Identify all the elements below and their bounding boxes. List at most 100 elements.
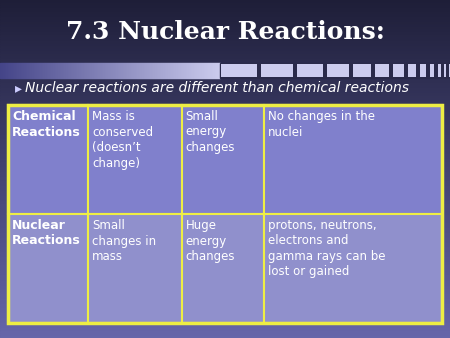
- Bar: [0, 225, 450, 226]
- Bar: [99, 63, 100, 78]
- Bar: [0, 221, 450, 223]
- Bar: [0, 269, 450, 270]
- Bar: [0, 61, 450, 63]
- Bar: [88, 63, 89, 78]
- Bar: [0, 201, 450, 203]
- Bar: [122, 63, 123, 78]
- Bar: [0, 314, 450, 316]
- Bar: [0, 181, 450, 183]
- Bar: [0, 112, 450, 113]
- Bar: [0, 321, 450, 323]
- Bar: [157, 63, 158, 78]
- Bar: [8, 214, 88, 323]
- Bar: [0, 135, 450, 137]
- Bar: [0, 277, 450, 279]
- Bar: [198, 63, 199, 78]
- Bar: [103, 63, 104, 78]
- Bar: [105, 63, 106, 78]
- Bar: [162, 63, 163, 78]
- Bar: [0, 147, 450, 149]
- Bar: [25, 63, 26, 78]
- Bar: [180, 63, 181, 78]
- Bar: [0, 42, 450, 44]
- Bar: [16, 63, 17, 78]
- Bar: [35, 63, 36, 78]
- Bar: [144, 63, 145, 78]
- Bar: [135, 63, 136, 78]
- Bar: [0, 15, 450, 17]
- Bar: [0, 171, 450, 172]
- Bar: [0, 303, 450, 304]
- Bar: [196, 63, 197, 78]
- Bar: [353, 64, 371, 77]
- Bar: [0, 255, 450, 257]
- Bar: [188, 63, 189, 78]
- Bar: [0, 24, 450, 25]
- Bar: [72, 63, 73, 78]
- Bar: [85, 63, 86, 78]
- Bar: [81, 63, 82, 78]
- Bar: [172, 63, 173, 78]
- Bar: [0, 279, 450, 281]
- Bar: [0, 233, 450, 235]
- Bar: [59, 63, 60, 78]
- Bar: [127, 63, 128, 78]
- Bar: [0, 83, 450, 84]
- Bar: [170, 63, 171, 78]
- Bar: [147, 63, 148, 78]
- Bar: [138, 63, 139, 78]
- Bar: [0, 226, 450, 228]
- Bar: [0, 154, 450, 155]
- Bar: [0, 79, 450, 81]
- Bar: [0, 95, 450, 96]
- Bar: [44, 63, 45, 78]
- Bar: [0, 228, 450, 230]
- Bar: [0, 90, 450, 91]
- Bar: [375, 64, 389, 77]
- Bar: [0, 294, 450, 296]
- Bar: [0, 326, 450, 328]
- Bar: [181, 63, 182, 78]
- Bar: [0, 179, 450, 181]
- Bar: [78, 63, 79, 78]
- Bar: [0, 167, 450, 169]
- Bar: [7, 63, 8, 78]
- Bar: [0, 132, 450, 134]
- Bar: [0, 66, 450, 68]
- Bar: [0, 333, 450, 335]
- Bar: [0, 122, 450, 123]
- Bar: [142, 63, 143, 78]
- Bar: [10, 63, 11, 78]
- Bar: [0, 103, 450, 105]
- Bar: [0, 29, 450, 30]
- Bar: [0, 176, 450, 177]
- Bar: [297, 64, 323, 77]
- Bar: [0, 257, 450, 259]
- Text: 7.3 Nuclear Reactions:: 7.3 Nuclear Reactions:: [66, 20, 384, 44]
- Bar: [0, 128, 450, 130]
- Bar: [0, 308, 450, 309]
- Bar: [55, 63, 56, 78]
- Bar: [221, 64, 257, 77]
- Bar: [194, 63, 195, 78]
- Bar: [0, 145, 450, 147]
- Bar: [0, 259, 450, 260]
- Bar: [165, 63, 166, 78]
- Bar: [48, 63, 49, 78]
- Bar: [193, 63, 194, 78]
- Text: Nuclear
Reactions: Nuclear Reactions: [12, 219, 81, 247]
- Bar: [0, 134, 450, 135]
- Bar: [0, 118, 450, 120]
- Bar: [94, 63, 95, 78]
- Bar: [62, 63, 63, 78]
- Bar: [155, 63, 156, 78]
- Bar: [41, 63, 42, 78]
- Bar: [0, 74, 450, 76]
- Bar: [0, 96, 450, 98]
- Bar: [93, 63, 94, 78]
- Bar: [119, 63, 120, 78]
- Bar: [3, 63, 4, 78]
- Bar: [0, 198, 450, 199]
- Bar: [0, 127, 450, 128]
- Bar: [38, 63, 39, 78]
